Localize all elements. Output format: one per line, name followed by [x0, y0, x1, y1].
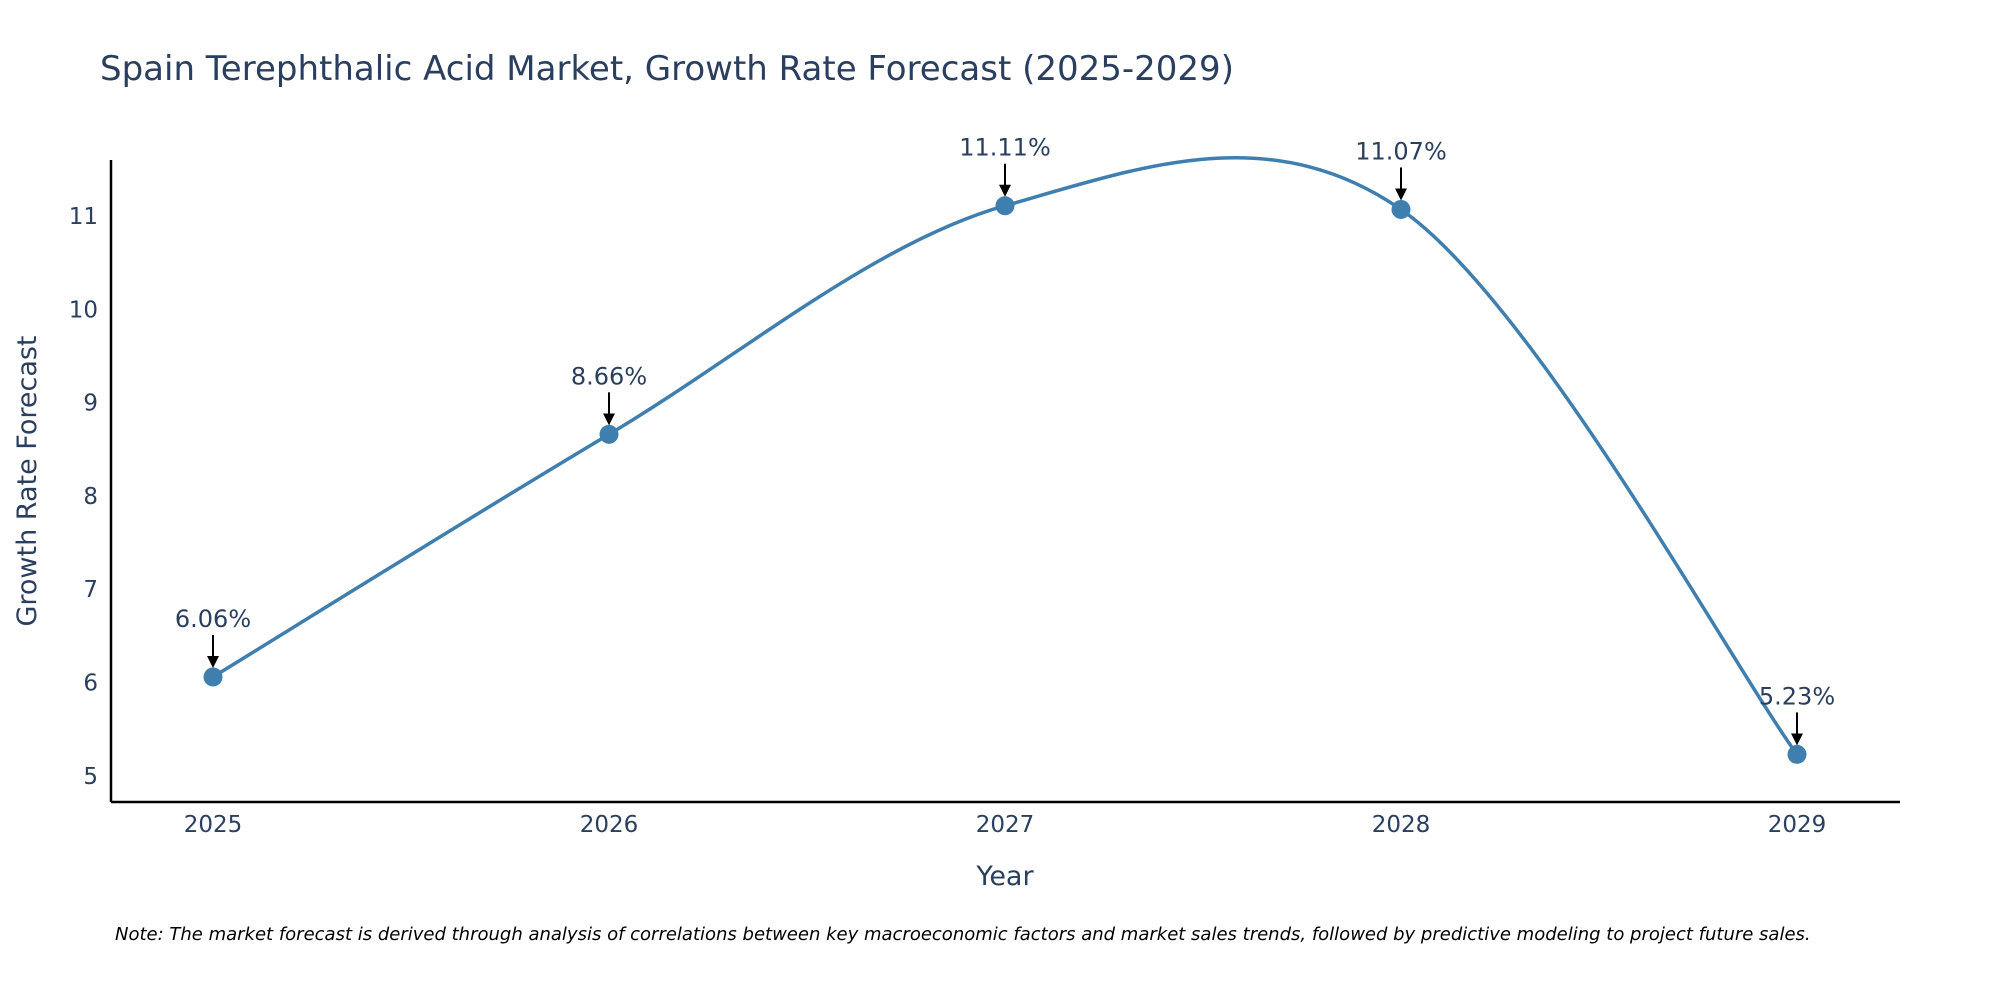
chart-note: Note: The market forecast is derived thr…	[115, 924, 1811, 945]
y-axis-title: Growth Rate Forecast	[12, 335, 43, 626]
data-label-2029: 5.23%	[1759, 682, 1835, 710]
y-axis-ticks: 5 6 7 8 9 10 11	[69, 204, 98, 790]
x-axis-title: Year	[975, 861, 1034, 892]
x-tick-label: 2027	[976, 812, 1035, 838]
y-tick-label: 11	[69, 204, 98, 230]
y-tick-label: 6	[83, 671, 98, 697]
data-annotations: 6.06% 8.66% 11.11% 11.07% 5.23%	[175, 134, 1835, 746]
data-point-2025	[203, 667, 223, 687]
y-tick-label: 5	[83, 764, 98, 790]
y-tick-label: 8	[83, 484, 98, 510]
data-point-2026	[599, 424, 619, 444]
x-tick-label: 2028	[1372, 812, 1431, 838]
data-markers	[203, 196, 1807, 764]
y-tick-label: 9	[83, 391, 98, 417]
y-tick-label: 10	[69, 297, 98, 323]
x-tick-label: 2025	[184, 812, 243, 838]
data-label-2027: 11.11%	[959, 134, 1051, 162]
chart-title: Spain Terephthalic Acid Market, Growth R…	[100, 49, 1234, 89]
x-tick-label: 2029	[1768, 812, 1827, 838]
data-label-2028: 11.07%	[1355, 137, 1447, 165]
series-line	[212, 156, 1799, 756]
data-label-2025: 6.06%	[175, 605, 251, 633]
data-label-2026: 8.66%	[571, 362, 647, 390]
y-tick-label: 7	[83, 577, 98, 603]
data-point-2029	[1787, 744, 1807, 764]
data-point-2028	[1391, 199, 1411, 219]
data-point-2027	[995, 196, 1015, 216]
x-axis-ticks: 2025 2026 2027 2028 2029	[184, 812, 1827, 838]
x-tick-label: 2026	[580, 812, 639, 838]
